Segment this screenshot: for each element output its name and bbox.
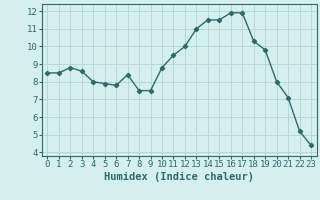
X-axis label: Humidex (Indice chaleur): Humidex (Indice chaleur) xyxy=(104,172,254,182)
